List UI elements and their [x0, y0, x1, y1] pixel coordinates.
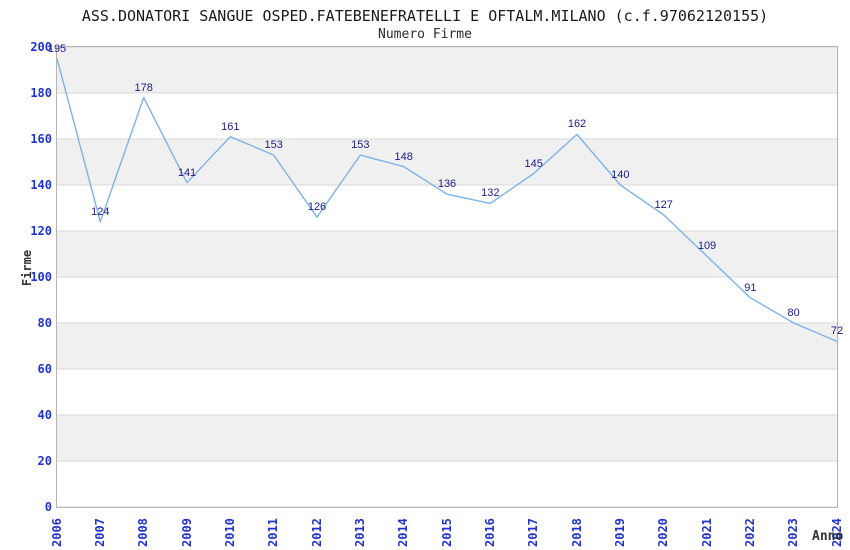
- y-tick-label: 180: [30, 86, 52, 100]
- data-point-label: 72: [830, 325, 844, 338]
- series-line: [57, 58, 837, 343]
- x-tick-label: 2022: [742, 518, 757, 547]
- plot-band: [57, 415, 837, 461]
- x-tick-label: 2009: [179, 518, 194, 547]
- y-tick-label: 60: [37, 362, 52, 376]
- chart-subtitle: Numero Firme: [378, 27, 472, 42]
- x-tick-label: 2012: [309, 518, 324, 547]
- x-tick-label: 2013: [352, 518, 367, 547]
- x-axis-title: Anno: [812, 529, 844, 544]
- chart-title: ASS.DONATORI SANGUE OSPED.FATEBENEFRATEL…: [81, 7, 769, 25]
- plot-band: [57, 231, 837, 277]
- y-tick-label: 200: [30, 40, 52, 54]
- data-point-label: 91: [744, 281, 757, 294]
- data-point-label: 136: [437, 178, 457, 191]
- data-point-label: 148: [394, 150, 413, 163]
- y-tick-label: 120: [30, 224, 52, 238]
- y-tick-label: 0: [44, 500, 52, 514]
- x-tick-label: 2015: [439, 518, 454, 547]
- x-tick-label: 2006: [49, 518, 64, 547]
- data-point-label: 80: [787, 307, 800, 319]
- data-point-label: 162: [567, 118, 587, 131]
- data-point-label: 141: [177, 166, 197, 179]
- data-point-label: 161: [221, 120, 240, 133]
- data-point-label: 140: [611, 169, 630, 181]
- x-tick-label: 2017: [526, 518, 541, 547]
- plot-band: [57, 323, 837, 369]
- data-point-label: 132: [481, 187, 500, 200]
- data-point-label: 109: [697, 240, 717, 253]
- data-point-label: 153: [264, 139, 283, 152]
- y-tick-label: 100: [30, 270, 52, 284]
- data-point-label: 127: [654, 198, 673, 211]
- x-tick-label: 2008: [136, 518, 151, 547]
- x-tick-label: 2010: [222, 518, 237, 547]
- x-tick-label: 2011: [266, 518, 281, 547]
- plot-area: [56, 46, 838, 508]
- data-point-label: 126: [307, 201, 327, 214]
- plot-band: [57, 47, 837, 93]
- y-tick-label: 80: [37, 316, 52, 330]
- y-tick-label: 40: [37, 408, 52, 422]
- data-point-label: 178: [134, 81, 153, 94]
- x-tick-label: 2014: [396, 518, 411, 547]
- x-tick-label: 2019: [612, 518, 627, 547]
- y-tick-label: 20: [37, 454, 52, 468]
- data-point-label: 153: [351, 139, 370, 152]
- y-tick-label: 140: [30, 178, 52, 192]
- x-tick-label: 2021: [699, 518, 714, 547]
- data-point-label: 195: [47, 42, 67, 55]
- x-tick-label: 2016: [482, 518, 497, 547]
- x-tick-label: 2020: [656, 518, 671, 547]
- x-tick-label: 2023: [786, 518, 801, 547]
- data-point-label: 124: [91, 205, 110, 218]
- data-point-label: 145: [524, 157, 543, 170]
- x-tick-label: 2018: [569, 518, 584, 547]
- plot-canvas: [57, 47, 837, 507]
- y-tick-label: 160: [30, 132, 52, 146]
- x-tick-label: 2007: [92, 518, 107, 547]
- plot-band: [57, 139, 837, 185]
